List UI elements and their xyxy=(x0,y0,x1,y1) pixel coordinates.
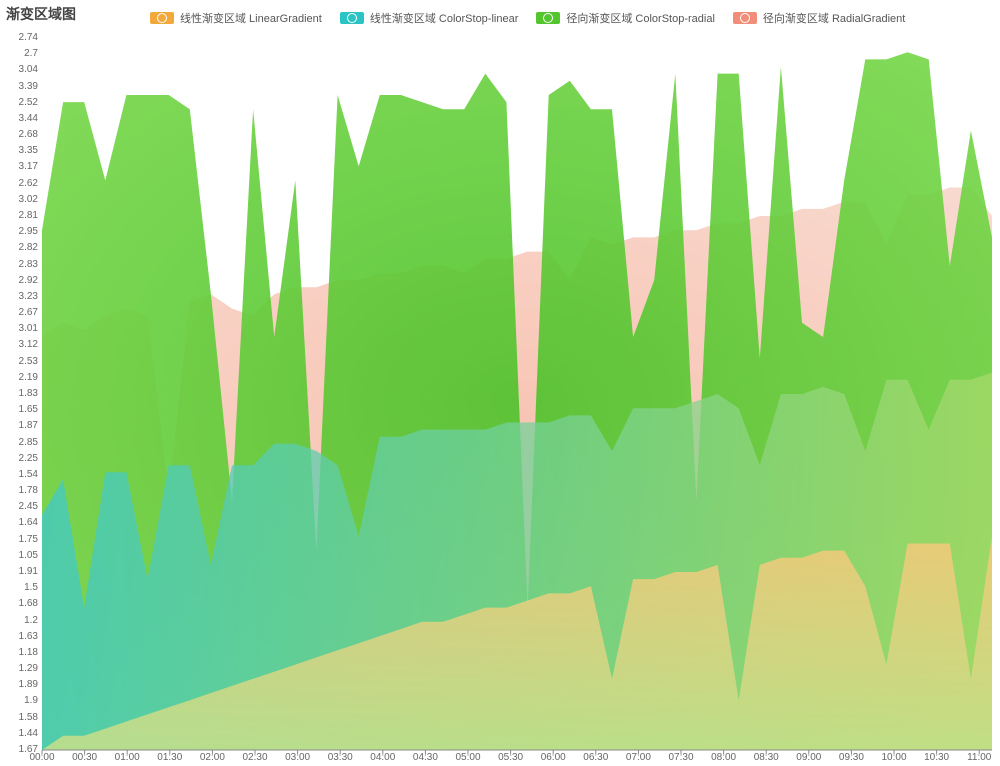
x-tick-label: 06:00 xyxy=(541,753,566,763)
y-tick-label: 2.67 xyxy=(6,308,38,318)
y-tick-label: 2.52 xyxy=(6,98,38,108)
y-tick-label: 1.5 xyxy=(6,583,38,593)
x-tick-label: 01:00 xyxy=(115,753,140,763)
y-tick-label: 2.68 xyxy=(6,130,38,140)
x-tick-label: 10:00 xyxy=(882,753,907,763)
y-tick-label: 2.85 xyxy=(6,438,38,448)
plot-area xyxy=(0,0,1000,766)
y-tick-label: 1.9 xyxy=(6,696,38,706)
y-tick-label: 3.23 xyxy=(6,292,38,302)
y-tick-label: 3.35 xyxy=(6,146,38,156)
x-tick-label: 00:30 xyxy=(72,753,97,763)
y-tick-label: 2.81 xyxy=(6,211,38,221)
y-tick-label: 2.92 xyxy=(6,276,38,286)
y-tick-label: 2.7 xyxy=(6,49,38,59)
y-tick-label: 1.29 xyxy=(6,664,38,674)
y-tick-label: 1.63 xyxy=(6,632,38,642)
x-tick-label: 03:00 xyxy=(285,753,310,763)
x-tick-label: 08:30 xyxy=(754,753,779,763)
y-tick-label: 3.02 xyxy=(6,195,38,205)
y-tick-label: 1.64 xyxy=(6,518,38,528)
y-tick-label: 1.54 xyxy=(6,470,38,480)
y-tick-label: 2.74 xyxy=(6,33,38,43)
x-tick-label: 10:30 xyxy=(924,753,949,763)
y-tick-label: 3.44 xyxy=(6,114,38,124)
y-tick-label: 2.82 xyxy=(6,243,38,253)
x-tick-label: 01:30 xyxy=(157,753,182,763)
y-tick-label: 3.17 xyxy=(6,162,38,172)
x-tick-label: 04:00 xyxy=(370,753,395,763)
y-tick-label: 1.68 xyxy=(6,599,38,609)
x-tick-label: 04:30 xyxy=(413,753,438,763)
y-tick-label: 2.19 xyxy=(6,373,38,383)
y-tick-label: 1.18 xyxy=(6,648,38,658)
y-tick-label: 1.44 xyxy=(6,729,38,739)
x-tick-label: 07:30 xyxy=(668,753,693,763)
x-tick-label: 09:30 xyxy=(839,753,864,763)
x-tick-label: 00:00 xyxy=(29,753,54,763)
y-tick-label: 1.87 xyxy=(6,421,38,431)
y-tick-label: 1.91 xyxy=(6,567,38,577)
y-tick-label: 1.78 xyxy=(6,486,38,496)
x-tick-label: 05:30 xyxy=(498,753,523,763)
y-tick-label: 1.83 xyxy=(6,389,38,399)
y-tick-label: 2.53 xyxy=(6,357,38,367)
x-tick-label: 02:30 xyxy=(242,753,267,763)
y-tick-label: 3.12 xyxy=(6,340,38,350)
y-tick-label: 2.95 xyxy=(6,227,38,237)
x-tick-label: 07:00 xyxy=(626,753,651,763)
x-tick-label: 06:30 xyxy=(583,753,608,763)
y-tick-label: 3.39 xyxy=(6,82,38,92)
y-tick-label: 2.83 xyxy=(6,260,38,270)
x-tick-label: 08:00 xyxy=(711,753,736,763)
x-tick-label: 09:00 xyxy=(796,753,821,763)
x-tick-label: 05:00 xyxy=(455,753,480,763)
x-tick-label: 11:00 xyxy=(967,753,991,763)
y-tick-label: 1.75 xyxy=(6,535,38,545)
y-tick-label: 3.01 xyxy=(6,324,38,334)
y-tick-label: 1.65 xyxy=(6,405,38,415)
y-tick-label: 1.05 xyxy=(6,551,38,561)
y-tick-label: 1.89 xyxy=(6,680,38,690)
y-tick-label: 2.45 xyxy=(6,502,38,512)
y-tick-label: 2.62 xyxy=(6,179,38,189)
x-tick-label: 03:30 xyxy=(328,753,353,763)
y-tick-label: 2.25 xyxy=(6,454,38,464)
gradient-area-chart: 渐变区域图 线性渐变区域 LinearGradient线性渐变区域 ColorS… xyxy=(0,0,1000,766)
y-tick-label: 1.58 xyxy=(6,713,38,723)
y-tick-label: 3.04 xyxy=(6,65,38,75)
y-tick-label: 1.2 xyxy=(6,616,38,626)
x-tick-label: 02:00 xyxy=(200,753,225,763)
